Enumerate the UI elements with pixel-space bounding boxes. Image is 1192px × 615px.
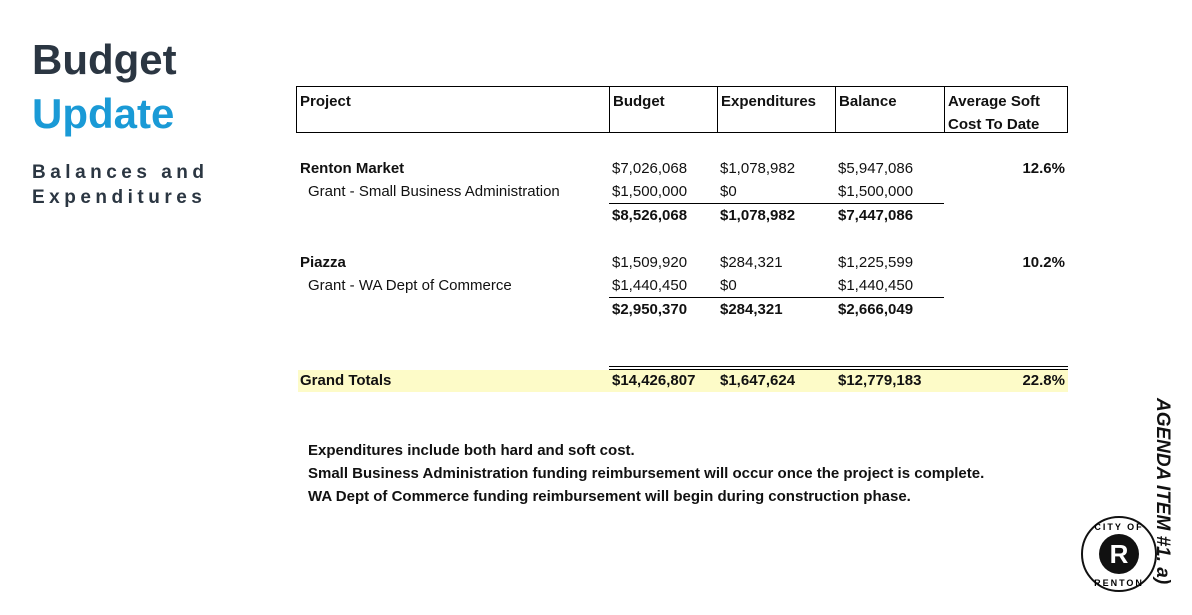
- header-box: [296, 86, 1068, 133]
- cell: $7,026,068: [612, 160, 688, 177]
- subtotal: $2,666,049: [838, 301, 914, 318]
- title: Update: [32, 90, 175, 137]
- subtitle: Balances and: [32, 162, 209, 183]
- cell: 12.6%: [1022, 160, 1065, 177]
- subtotal: $2,950,370: [612, 301, 688, 318]
- logo-center: [1099, 534, 1139, 574]
- grand-total: $12,779,183: [838, 372, 922, 389]
- logo-text: CITY OF: [1094, 522, 1143, 532]
- grand-total: 22.8%: [1022, 372, 1065, 389]
- cell: $1,078,982: [720, 160, 796, 177]
- rule: [609, 86, 610, 133]
- cell: $284,321: [720, 254, 783, 271]
- logo-mark: R: [1110, 539, 1129, 569]
- project-name: Renton Market: [300, 160, 405, 177]
- rule: [609, 369, 1068, 370]
- note: WA Dept of Commerce funding reimbursemen…: [308, 488, 911, 505]
- column-header: Expenditures: [721, 93, 817, 110]
- cell: $1,500,000: [838, 183, 914, 200]
- cell: $1,225,599: [838, 254, 914, 271]
- grand-total-label: Grand Totals: [300, 372, 392, 389]
- rule: [609, 366, 1068, 367]
- subtotal: $7,447,086: [838, 207, 914, 224]
- cell: $1,500,000: [612, 183, 688, 200]
- cell: 10.2%: [1022, 254, 1065, 271]
- column-header: Balance: [839, 93, 897, 110]
- cell: $1,440,450: [838, 277, 914, 294]
- column-header: Average Soft Cost To Date: [948, 93, 1040, 133]
- subtitle: Expenditures: [32, 187, 207, 208]
- cell: $1,440,450: [612, 277, 688, 294]
- grant-name: Grant - WA Dept of Commerce: [308, 277, 512, 294]
- project-name: Piazza: [300, 254, 346, 271]
- grant-name: Grant - Small Business Administration: [308, 183, 560, 200]
- note: Small Business Administration funding re…: [308, 465, 985, 482]
- title: Budget: [32, 36, 177, 83]
- rule: [717, 86, 718, 133]
- cell: $5,947,086: [838, 160, 914, 177]
- cell: $1,509,920: [612, 254, 688, 271]
- cell: $0: [720, 277, 737, 294]
- subtotal: $8,526,068: [612, 207, 688, 224]
- subtotal: $284,321: [720, 301, 783, 318]
- rule: [835, 86, 836, 133]
- grand-total-row: [298, 370, 1068, 392]
- grand-total: $1,647,624: [720, 372, 796, 389]
- column-header: Project: [300, 93, 351, 110]
- note: Expenditures include both hard and soft …: [308, 442, 635, 459]
- grand-total: $14,426,807: [612, 372, 696, 389]
- rule: [944, 86, 945, 133]
- logo-text: RENTON: [1094, 578, 1144, 588]
- column-header: Budget: [613, 93, 665, 110]
- subtotal: $1,078,982: [720, 207, 796, 224]
- cell: $0: [720, 183, 737, 200]
- rule: [609, 203, 944, 204]
- logo: CITY OF R RENTON: [1081, 516, 1157, 592]
- rule: [609, 297, 944, 298]
